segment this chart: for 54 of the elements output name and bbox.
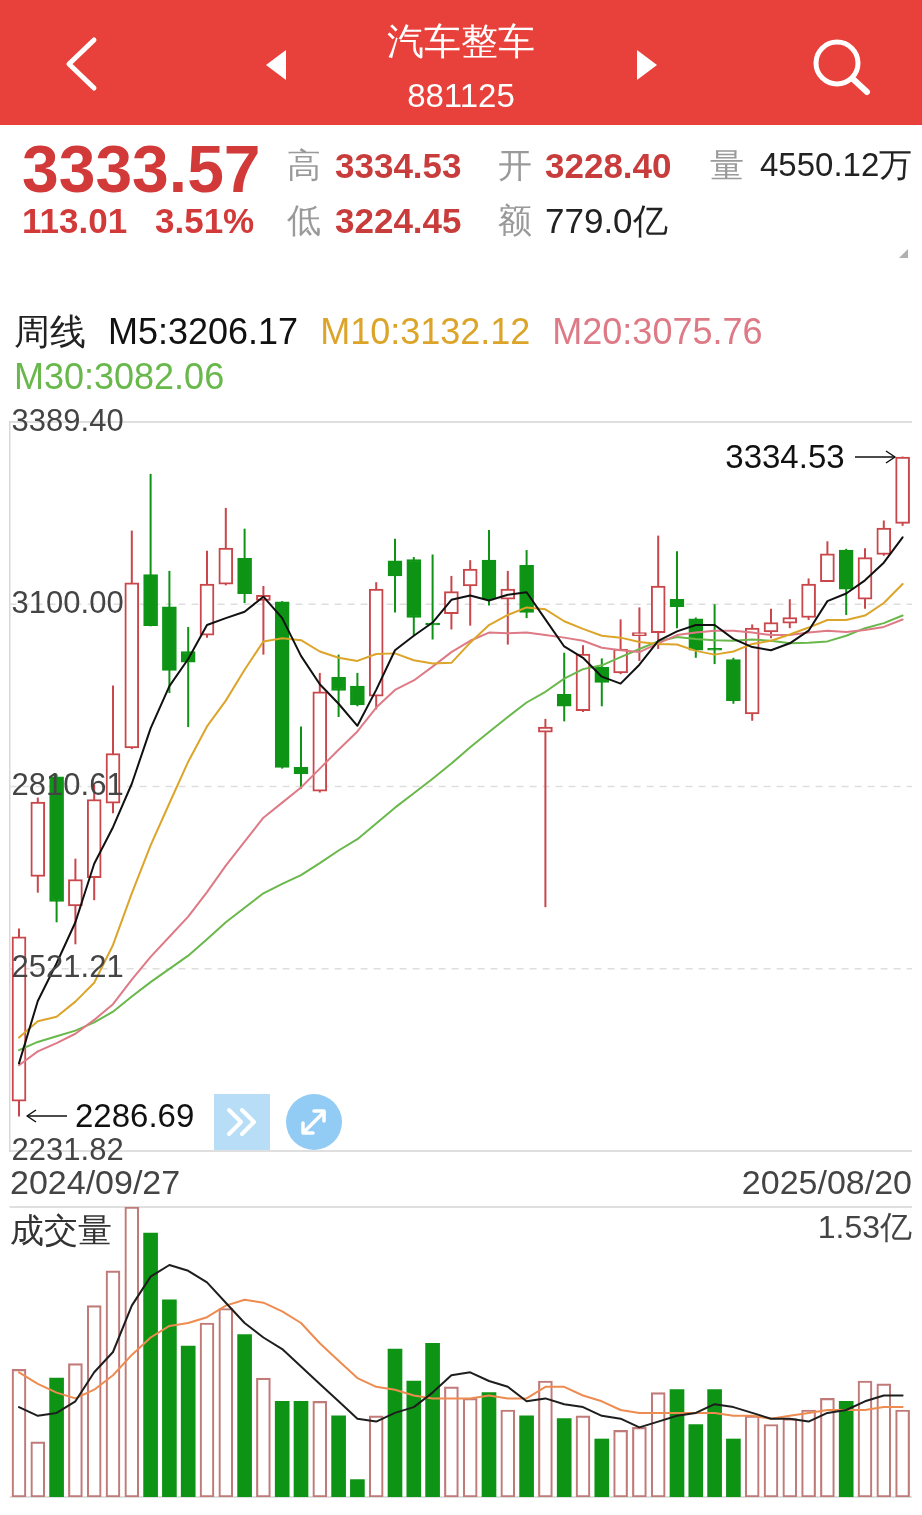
candlestick: [556, 651, 572, 723]
candlestick: [68, 857, 83, 946]
bar: [143, 1232, 158, 1497]
text: 881125: [406, 77, 516, 115]
y-tick-label: 3100.00: [11, 584, 124, 620]
text: 3224.45: [335, 201, 462, 241]
candlestick: [763, 607, 779, 640]
candlestick: [350, 671, 365, 708]
bar: [519, 1415, 534, 1497]
text: 3228.40: [545, 146, 672, 186]
candlestick: [876, 519, 892, 557]
bar: [274, 1400, 290, 1497]
bar: [594, 1438, 610, 1497]
bar: [293, 1400, 309, 1497]
bar: [350, 1479, 365, 1497]
bar: [406, 1380, 422, 1497]
bar: [838, 1400, 854, 1497]
text: M20:3075.76: [552, 310, 763, 353]
legend-title: 周线: [14, 310, 86, 353]
candlestick: [293, 725, 309, 790]
bar: [425, 1342, 440, 1497]
bar: [387, 1348, 403, 1497]
text: M10:3132.12: [320, 310, 531, 353]
bar: [481, 1392, 497, 1497]
text: 4550.12万: [760, 146, 913, 184]
bar: [49, 1377, 64, 1497]
text: 汽车整车: [386, 21, 536, 63]
bar: [707, 1389, 722, 1497]
text: 量: [710, 146, 744, 185]
bar: [669, 1389, 685, 1497]
text: 额: [498, 201, 532, 240]
bar: [237, 1334, 252, 1497]
text: 3334.53: [335, 146, 462, 186]
y-tick-label: 3389.40: [11, 402, 124, 438]
text: 2025/08/20: [741, 1163, 912, 1201]
text: 779.0亿: [545, 201, 668, 241]
annotation: 3334.53: [725, 437, 845, 476]
candlestick: [462, 559, 478, 627]
text: 开: [498, 146, 532, 185]
candlestick: [331, 653, 346, 718]
text: M5:3206.17: [108, 310, 299, 353]
text: M30:3082.06: [14, 355, 225, 398]
bar: [331, 1415, 346, 1497]
bar: [726, 1438, 741, 1497]
candlestick: [387, 537, 403, 614]
annotation: 1.53亿: [817, 1208, 912, 1246]
text: 低: [287, 201, 321, 240]
bar: [556, 1418, 572, 1497]
text: 高: [287, 146, 321, 185]
candlestick: [707, 603, 722, 666]
bar: [688, 1424, 704, 1497]
chart-title: 成交量: [10, 1211, 112, 1250]
bar: [180, 1345, 196, 1497]
bar: [162, 1299, 177, 1497]
